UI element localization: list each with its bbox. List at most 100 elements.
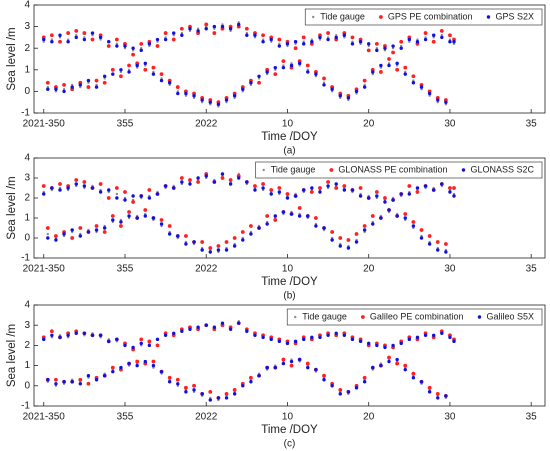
data-point [419,236,424,240]
data-point [107,188,111,192]
data-point [269,37,273,42]
data-point [269,192,273,196]
data-point [135,63,139,68]
data-point [399,341,403,346]
data-point [74,182,78,186]
data-point [346,390,351,394]
data-point [111,218,115,222]
legend-label: GLONASS S2C [470,164,534,174]
data-point [285,192,290,196]
data-point [94,224,99,228]
data-point [115,196,119,200]
data-point [184,385,188,390]
data-point [172,331,176,335]
legend-label: Tide gauge [302,311,347,321]
data-point [249,232,253,236]
data-point [54,234,58,238]
x-tick-label: 2021-350 [23,264,66,275]
legend-box [304,8,543,26]
data-point [297,206,302,210]
data-point [58,182,62,186]
data-point [403,363,408,368]
data-point [281,59,286,64]
data-point [184,91,188,96]
data-point [245,329,249,333]
data-point [277,186,282,190]
y-tick-label: -1 [21,401,30,412]
data-point [346,96,351,100]
data-point [411,371,416,376]
x-tick-label: 355 [117,412,134,423]
x-tick-label: 20 [363,412,375,423]
data-point [261,40,265,44]
data-point [86,230,91,234]
data-point [375,48,379,53]
data-point [196,29,200,33]
data-point [78,83,83,87]
data-point [241,87,245,91]
legend-marker [461,168,466,172]
data-point [350,35,355,40]
data-point [314,224,318,228]
data-point [188,178,192,182]
data-point [277,44,282,48]
data-point [338,236,343,240]
y-tick-label: 3 [24,21,30,32]
data-point [444,100,448,104]
x-tick-label: 2022 [195,412,218,423]
data-point [257,374,261,378]
y-tick-label: 1 [24,360,30,371]
data-point [432,188,436,192]
data-point [123,44,127,48]
data-point [387,57,391,61]
data-point [289,212,294,216]
data-point [452,40,456,44]
data-point [50,40,54,44]
data-point [273,214,277,218]
data-point [86,374,91,378]
data-point [427,242,432,246]
legend-marker [477,315,482,319]
data-point [123,198,127,202]
data-point [49,33,54,38]
caption: (c) [284,439,296,450]
y-tick-label: 1 [24,213,30,224]
data-point [102,226,107,230]
data-point [338,387,343,392]
data-point [147,188,152,192]
data-point [82,180,87,184]
data-point [419,85,424,89]
data-point [281,210,286,214]
data-point [342,33,347,37]
data-point [261,33,265,38]
data-point [180,33,184,37]
data-point [448,40,452,44]
data-point [334,331,338,335]
data-point [70,85,74,89]
data-point [277,190,282,194]
data-point [176,234,180,238]
y-tick-label: 2 [24,340,30,351]
data-point [86,78,91,83]
data-point [42,337,46,342]
data-point [78,377,83,382]
data-point [74,178,79,182]
data-point [175,85,180,89]
data-point [415,190,420,194]
data-point [387,63,391,68]
data-point [159,72,164,77]
legend: Tide gauge Galileo PE combination Galileo … [286,308,543,326]
data-point [439,29,444,33]
data-point [301,35,306,40]
data-point [427,234,432,238]
data-point [407,192,412,196]
data-point [358,339,363,344]
data-point [163,333,168,337]
data-point [110,67,115,72]
data-point [415,335,420,340]
data-point [371,222,375,226]
data-point [448,33,452,38]
data-point [151,65,156,70]
data-point [374,41,379,46]
data-point [42,37,46,42]
